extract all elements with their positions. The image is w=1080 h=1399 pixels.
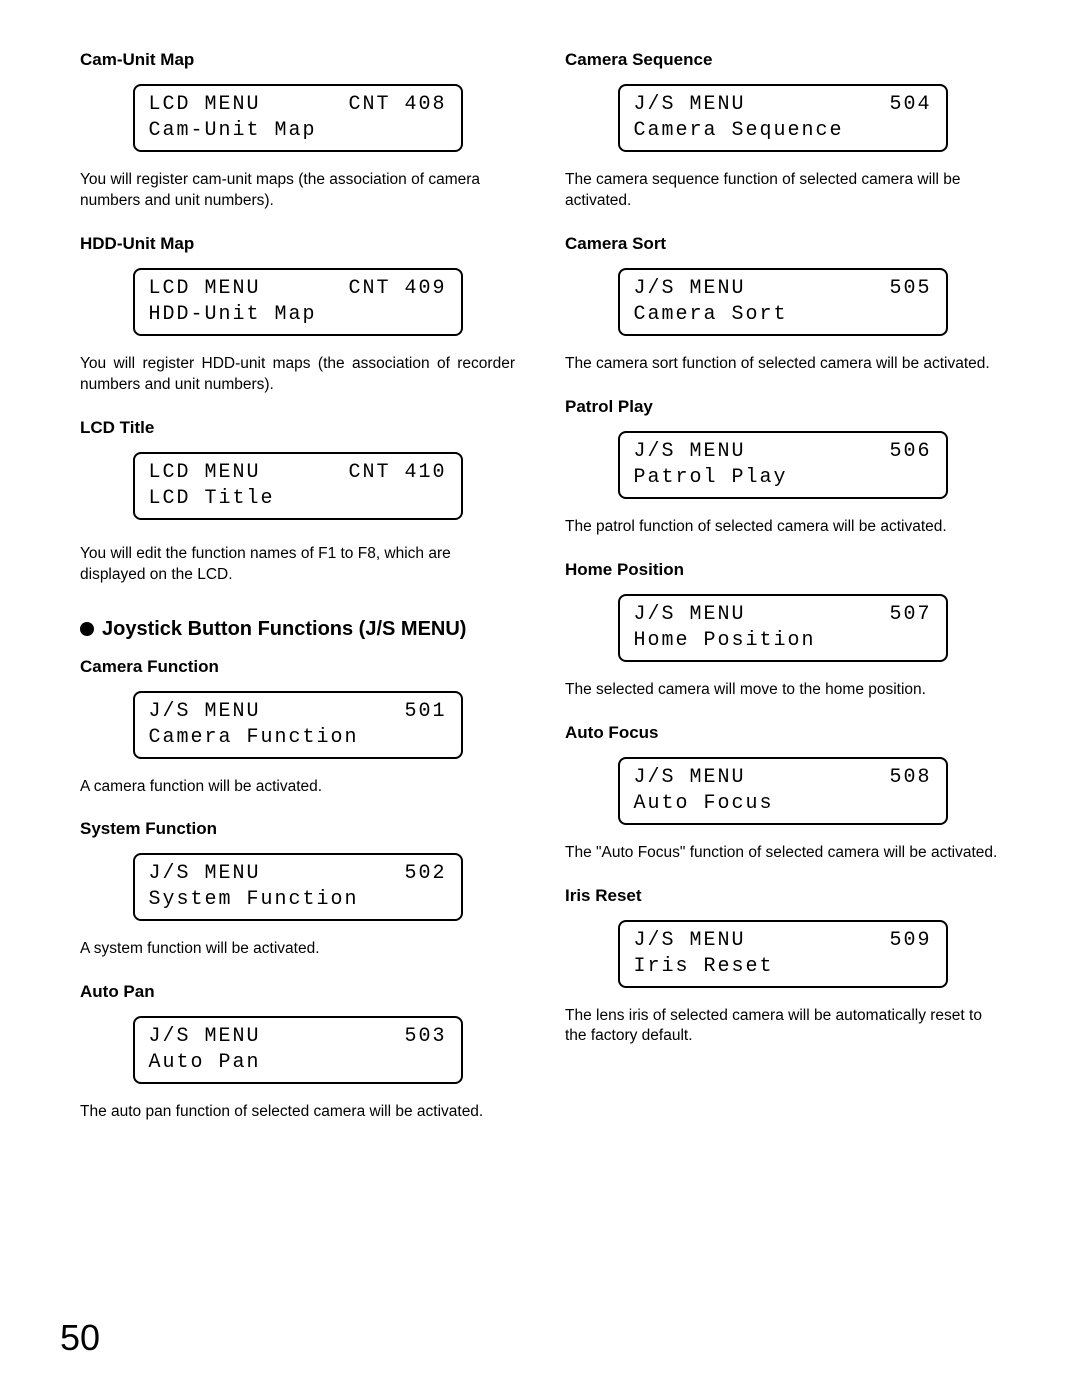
lcd-line1-left: J/S MENU — [634, 92, 746, 118]
lcd-line1-left: J/S MENU — [634, 765, 746, 791]
section-title: Patrol Play — [565, 397, 1000, 417]
section-title: Auto Pan — [80, 982, 515, 1002]
right-column: Camera Sequence J/S MENU 504 Camera Sequ… — [565, 50, 1000, 1145]
cam-unit-map-section: Cam-Unit Map LCD MENU CNT 408 Cam-Unit M… — [80, 50, 515, 212]
lcd-line1-right: 503 — [404, 1024, 446, 1050]
hdd-unit-map-section: HDD-Unit Map LCD MENU CNT 409 HDD-Unit M… — [80, 234, 515, 396]
lcd-line1-right: CNT 409 — [348, 276, 446, 302]
auto-focus-section: Auto Focus J/S MENU 508 Auto Focus The "… — [565, 723, 1000, 864]
lcd-title-section: LCD Title LCD MENU CNT 410 LCD Title You… — [80, 418, 515, 586]
lcd-line1-left: LCD MENU — [149, 92, 261, 118]
section-title: Home Position — [565, 560, 1000, 580]
section-title: Camera Sequence — [565, 50, 1000, 70]
section-title: Iris Reset — [565, 886, 1000, 906]
lcd-line1-right: 505 — [889, 276, 931, 302]
lcd-display: LCD MENU CNT 409 HDD-Unit Map — [133, 268, 463, 336]
lcd-display: J/S MENU 501 Camera Function — [133, 691, 463, 759]
joystick-heading: Joystick Button Functions (J/S MENU) — [80, 618, 515, 641]
section-title: Cam-Unit Map — [80, 50, 515, 70]
section-title: System Function — [80, 819, 515, 839]
two-column-layout: Cam-Unit Map LCD MENU CNT 408 Cam-Unit M… — [80, 50, 1000, 1145]
lcd-display: J/S MENU 508 Auto Focus — [618, 757, 948, 825]
lcd-line1-right: 504 — [889, 92, 931, 118]
left-column: Cam-Unit Map LCD MENU CNT 408 Cam-Unit M… — [80, 50, 515, 1145]
camera-sort-section: Camera Sort J/S MENU 505 Camera Sort The… — [565, 234, 1000, 375]
lcd-line2: Patrol Play — [634, 465, 788, 491]
description: A system function will be activated. — [80, 939, 515, 960]
description: You will edit the function names of F1 t… — [80, 544, 515, 586]
lcd-line2: LCD Title — [149, 486, 275, 512]
auto-pan-section: Auto Pan J/S MENU 503 Auto Pan The auto … — [80, 982, 515, 1123]
patrol-play-section: Patrol Play J/S MENU 506 Patrol Play The… — [565, 397, 1000, 538]
lcd-line1-left: LCD MENU — [149, 276, 261, 302]
lcd-line2: Auto Focus — [634, 791, 774, 817]
description: The lens iris of selected camera will be… — [565, 1006, 1000, 1048]
lcd-line2: Camera Sort — [634, 302, 788, 328]
page-number: 50 — [60, 1317, 100, 1359]
lcd-line2: System Function — [149, 887, 359, 913]
lcd-display: LCD MENU CNT 408 Cam-Unit Map — [133, 84, 463, 152]
description: The auto pan function of selected camera… — [80, 1102, 515, 1123]
lcd-line2: Cam-Unit Map — [149, 118, 317, 144]
lcd-line1-left: J/S MENU — [149, 1024, 261, 1050]
description: The "Auto Focus" function of selected ca… — [565, 843, 1000, 864]
section-title: LCD Title — [80, 418, 515, 438]
iris-reset-section: Iris Reset J/S MENU 509 Iris Reset The l… — [565, 886, 1000, 1048]
lcd-line2: Camera Sequence — [634, 118, 844, 144]
description: The patrol function of selected camera w… — [565, 517, 1000, 538]
lcd-line1-right: 506 — [889, 439, 931, 465]
heading-text: Joystick Button Functions (J/S MENU) — [102, 618, 466, 641]
lcd-line1-left: J/S MENU — [634, 276, 746, 302]
bullet-icon — [80, 622, 94, 636]
lcd-line2: HDD-Unit Map — [149, 302, 317, 328]
lcd-display: J/S MENU 502 System Function — [133, 853, 463, 921]
camera-function-section: Camera Function J/S MENU 501 Camera Func… — [80, 657, 515, 798]
description: The selected camera will move to the hom… — [565, 680, 1000, 701]
lcd-display: LCD MENU CNT 410 LCD Title — [133, 452, 463, 520]
lcd-display: J/S MENU 505 Camera Sort — [618, 268, 948, 336]
camera-sequence-section: Camera Sequence J/S MENU 504 Camera Sequ… — [565, 50, 1000, 212]
description: You will register HDD-unit maps (the ass… — [80, 354, 515, 396]
section-title: Auto Focus — [565, 723, 1000, 743]
section-title: HDD-Unit Map — [80, 234, 515, 254]
lcd-line1-left: J/S MENU — [149, 699, 261, 725]
lcd-line1-right: CNT 410 — [348, 460, 446, 486]
lcd-line1-left: J/S MENU — [634, 602, 746, 628]
description: The camera sort function of selected cam… — [565, 354, 1000, 375]
lcd-line2: Auto Pan — [149, 1050, 261, 1076]
lcd-line1-right: 509 — [889, 928, 931, 954]
lcd-line1-right: 507 — [889, 602, 931, 628]
lcd-display: J/S MENU 503 Auto Pan — [133, 1016, 463, 1084]
lcd-line1-right: 502 — [404, 861, 446, 887]
lcd-line1-left: J/S MENU — [149, 861, 261, 887]
lcd-display: J/S MENU 509 Iris Reset — [618, 920, 948, 988]
lcd-line2: Home Position — [634, 628, 816, 654]
description: The camera sequence function of selected… — [565, 170, 1000, 212]
lcd-line2: Iris Reset — [634, 954, 774, 980]
description: A camera function will be activated. — [80, 777, 515, 798]
lcd-line1-left: J/S MENU — [634, 439, 746, 465]
lcd-line1-right: 508 — [889, 765, 931, 791]
section-title: Camera Function — [80, 657, 515, 677]
section-title: Camera Sort — [565, 234, 1000, 254]
lcd-display: J/S MENU 504 Camera Sequence — [618, 84, 948, 152]
lcd-line1-right: 501 — [404, 699, 446, 725]
system-function-section: System Function J/S MENU 502 System Func… — [80, 819, 515, 960]
lcd-line1-left: LCD MENU — [149, 460, 261, 486]
lcd-line1-right: CNT 408 — [348, 92, 446, 118]
description: You will register cam-unit maps (the ass… — [80, 170, 515, 212]
home-position-section: Home Position J/S MENU 507 Home Position… — [565, 560, 1000, 701]
lcd-display: J/S MENU 506 Patrol Play — [618, 431, 948, 499]
lcd-line2: Camera Function — [149, 725, 359, 751]
lcd-line1-left: J/S MENU — [634, 928, 746, 954]
lcd-display: J/S MENU 507 Home Position — [618, 594, 948, 662]
